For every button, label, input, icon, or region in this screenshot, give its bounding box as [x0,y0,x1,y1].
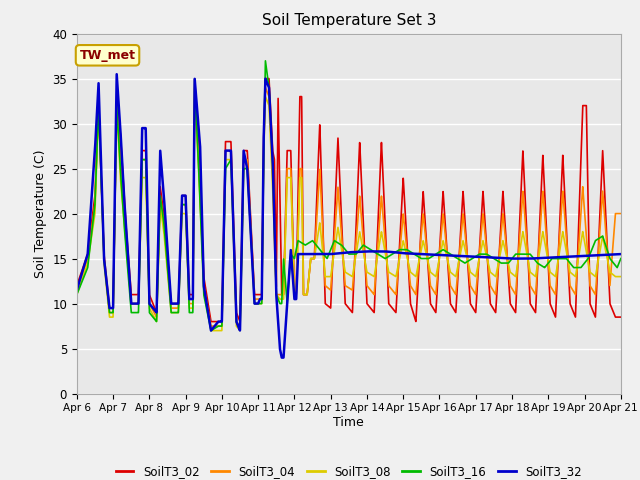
Line: SoilT3_04: SoilT3_04 [77,88,621,326]
SoilT3_08 [207,328,215,334]
SoilT3_04 [199,267,207,273]
Line: SoilT3_08: SoilT3_08 [77,96,621,331]
SoilT3_32 [317,251,324,257]
SoilT3_02 [199,259,207,264]
SoilT3_04 [317,186,324,192]
SoilT3_08 [199,268,207,274]
Line: SoilT3_02: SoilT3_02 [77,79,621,322]
SoilT3_08 [278,296,286,302]
SoilT3_04 [278,292,286,298]
SoilT3_04 [202,296,210,301]
SoilT3_08 [617,274,625,279]
SoilT3_08 [262,94,269,99]
SoilT3_02 [278,292,286,298]
SoilT3_32 [113,72,120,77]
SoilT3_08 [202,297,210,303]
SoilT3_02 [612,314,620,320]
SoilT3_16 [612,264,620,270]
SoilT3_32 [612,252,620,257]
SoilT3_02 [202,288,210,294]
SoilT3_16 [73,292,81,298]
SoilT3_32 [200,263,207,268]
SoilT3_16 [202,303,210,309]
SoilT3_04 [612,211,620,216]
SoilT3_32 [205,315,212,321]
SoilT3_02 [617,314,625,320]
SoilT3_32 [617,251,625,257]
Line: SoilT3_32: SoilT3_32 [77,74,621,358]
SoilT3_32 [202,298,210,303]
SoilT3_04 [617,211,625,216]
SoilT3_02 [262,76,269,82]
SoilT3_16 [262,58,269,64]
SoilT3_02 [205,305,212,311]
SoilT3_32 [73,287,81,293]
Legend: SoilT3_02, SoilT3_04, SoilT3_08, SoilT3_16, SoilT3_32: SoilT3_02, SoilT3_04, SoilT3_08, SoilT3_… [111,461,587,480]
SoilT3_08 [612,274,620,279]
SoilT3_04 [262,85,269,91]
SoilT3_08 [317,229,324,235]
SoilT3_02 [317,152,324,158]
Line: SoilT3_16: SoilT3_16 [77,61,621,331]
SoilT3_16 [617,256,625,262]
Text: TW_met: TW_met [79,49,136,62]
SoilT3_04 [205,311,212,317]
SoilT3_04 [73,287,81,293]
SoilT3_16 [205,317,212,323]
SoilT3_02 [207,319,215,324]
SoilT3_16 [199,276,207,282]
SoilT3_16 [207,328,215,334]
SoilT3_04 [207,323,215,329]
Y-axis label: Soil Temperature (C): Soil Temperature (C) [34,149,47,278]
SoilT3_32 [278,355,286,360]
SoilT3_02 [73,283,81,288]
SoilT3_16 [317,248,324,253]
SoilT3_16 [278,293,286,299]
SoilT3_08 [73,292,81,298]
Title: Soil Temperature Set 3: Soil Temperature Set 3 [262,13,436,28]
SoilT3_32 [278,355,285,360]
X-axis label: Time: Time [333,416,364,429]
SoilT3_08 [205,314,212,320]
